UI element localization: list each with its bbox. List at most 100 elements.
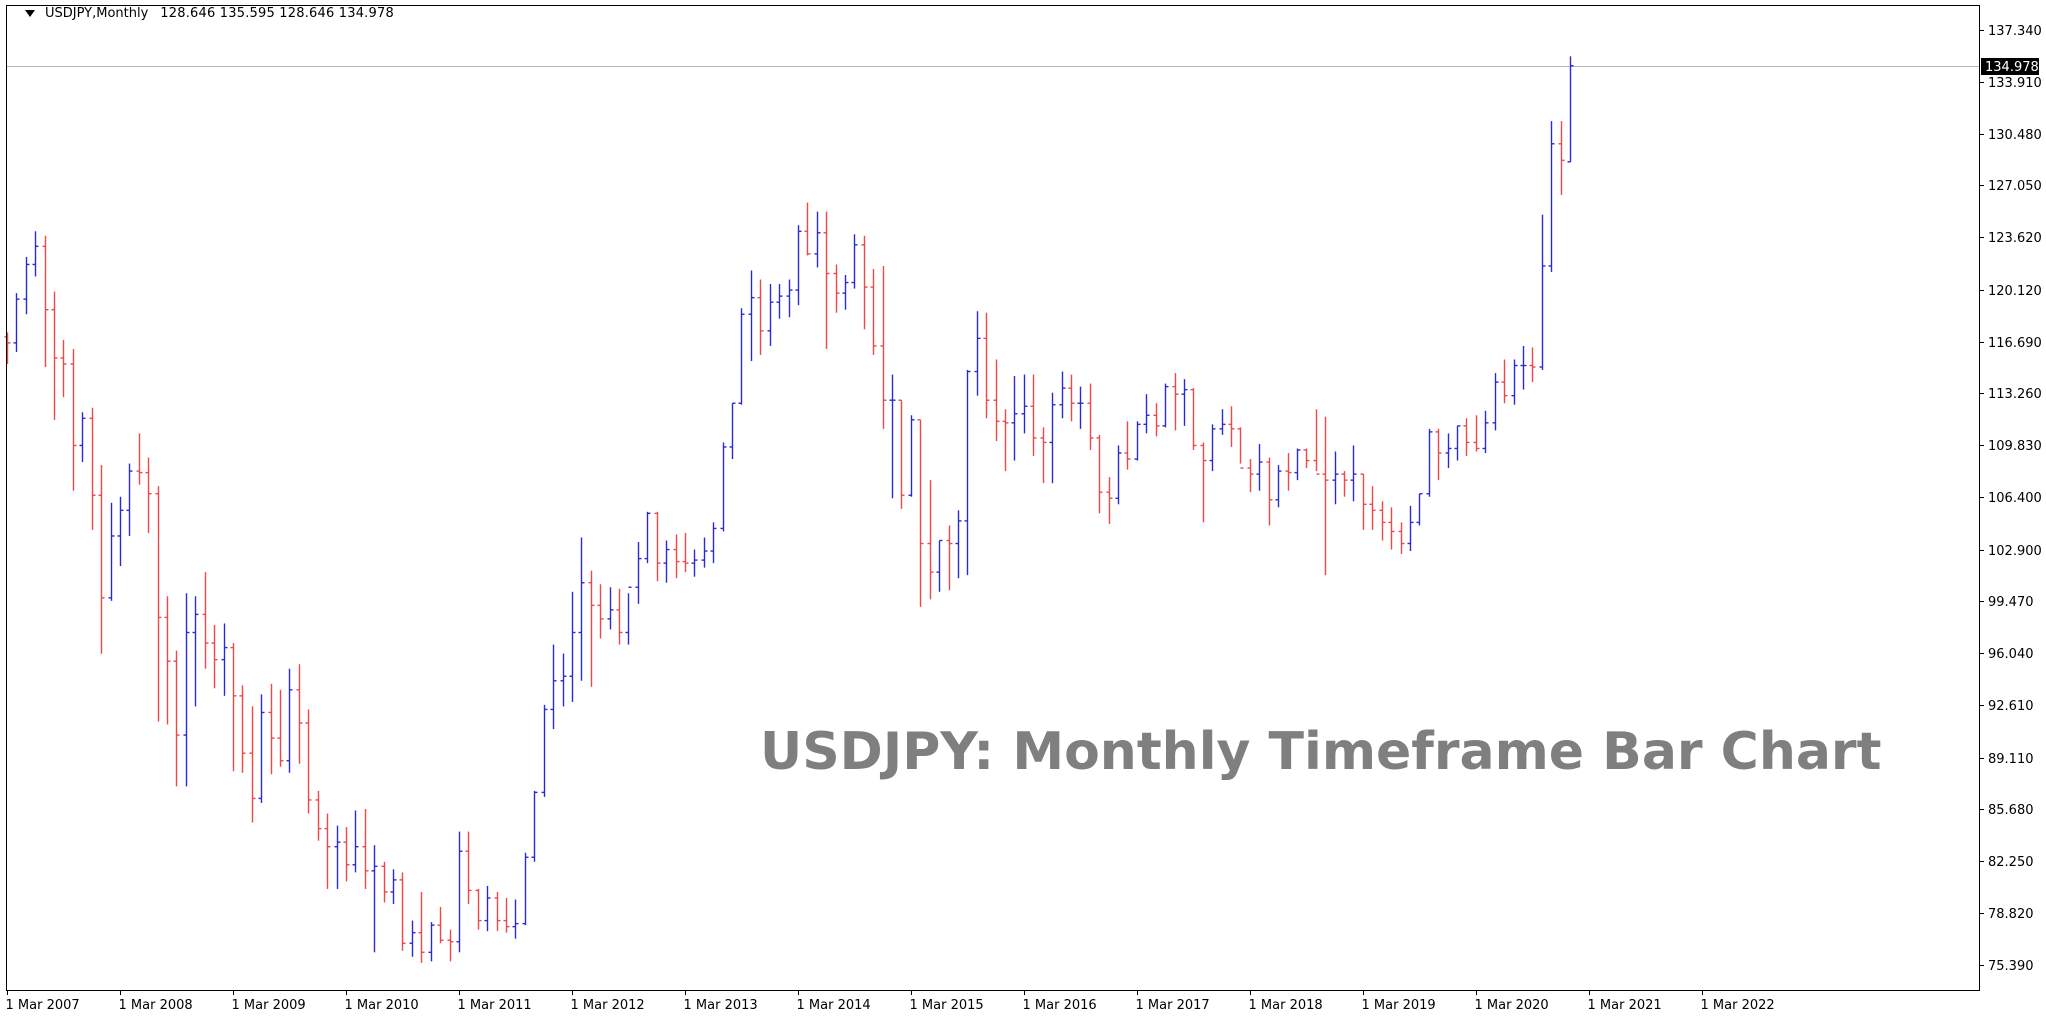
ohlc-bar	[475, 888, 482, 930]
ohlc-bar	[1181, 379, 1188, 426]
ohlc-bar	[456, 831, 463, 953]
date-tick-label: 1 Mar 2010	[345, 998, 419, 1013]
ohlc-bar	[729, 402, 736, 460]
ohlc-bar	[983, 312, 990, 419]
price-tick-label: 127.050	[1988, 179, 2042, 194]
ohlc-bar	[560, 653, 567, 707]
ohlc-bar	[1219, 409, 1226, 435]
ohlc-bar	[1172, 373, 1179, 431]
ohlc-bar	[1040, 427, 1047, 484]
price-tick-label: 96.040	[1988, 647, 2034, 662]
ohlc-bar	[1247, 459, 1254, 493]
date-tick-label: 1 Mar 2019	[1362, 998, 1436, 1013]
ohlc-bar	[1190, 388, 1197, 450]
ohlc-bar	[428, 922, 435, 962]
ohlc-bar	[1473, 415, 1480, 452]
ohlc-bar	[946, 525, 953, 591]
ohlc-bar	[757, 279, 764, 355]
ohlc-bar	[1266, 457, 1273, 526]
ohlc-bar	[60, 339, 67, 398]
ohlc-bar	[1322, 416, 1329, 576]
ohlc-bar	[1162, 383, 1169, 428]
ohlc-bar	[795, 225, 802, 306]
date-tick-label: 1 Mar 2021	[1588, 998, 1662, 1013]
axis-layer: 137.340 133.910 130.480 127.050 123.620 120.1…	[6, 5, 2042, 1013]
ohlc-bar	[908, 415, 915, 497]
ohlc-bar	[249, 706, 256, 823]
ohlc-bar	[889, 374, 896, 499]
ohlc-bar	[531, 790, 538, 862]
price-tick-label: 133.910	[1988, 76, 2042, 91]
ohlc-bar	[1049, 392, 1056, 484]
ohlc-bar	[315, 790, 322, 841]
ohlc-bar	[1021, 374, 1028, 434]
price-tick-label: 106.400	[1988, 491, 2042, 506]
ohlc-bar	[1529, 347, 1536, 383]
price-tick-label: 92.610	[1988, 699, 2034, 714]
ohlc-bar	[1285, 453, 1292, 491]
date-tick-label: 1 Mar 2014	[797, 998, 871, 1013]
ohlc-bar	[1369, 486, 1376, 530]
ohlc-bar	[1407, 505, 1414, 552]
ohlc-bar	[381, 861, 388, 903]
ohlc-bar	[738, 308, 745, 405]
ohlc-bar	[1294, 448, 1301, 481]
ohlc-bar	[569, 591, 576, 702]
ohlc-bar	[1398, 522, 1405, 555]
dropdown-arrow-icon[interactable]	[25, 10, 35, 17]
ohlc-bar	[494, 891, 501, 932]
price-tick-label: 130.480	[1988, 128, 2042, 143]
ohlc-bar	[1002, 409, 1009, 472]
ohlc-bar	[1011, 376, 1018, 461]
ohlc-bar	[974, 311, 981, 396]
ohlc-bar	[164, 596, 171, 725]
date-tick-label: 1 Mar 2011	[458, 998, 532, 1013]
ohlc-bar	[1435, 428, 1442, 481]
ohlc-bar	[578, 537, 585, 681]
ohlc-bar	[1341, 471, 1348, 497]
ohlc-bar	[964, 370, 971, 576]
ohlc-bar	[108, 502, 115, 601]
price-tick-label: 82.250	[1988, 855, 2034, 870]
ohlc-bar	[1228, 406, 1235, 447]
ohlc-bar	[230, 643, 237, 772]
ohlc-bar	[1360, 473, 1367, 530]
ohlc-bar	[1115, 445, 1122, 505]
date-tick-label: 1 Mar 2016	[1023, 998, 1097, 1013]
ohlc-bar	[155, 486, 162, 722]
ohlc-bar	[1096, 434, 1103, 514]
ohlc-bar	[334, 825, 341, 889]
ohlc-bar	[4, 332, 11, 365]
ohlc-bar	[484, 885, 491, 932]
symbol-timeframe-label: USDJPY,Monthly	[45, 6, 149, 21]
ohlc-bar	[371, 845, 378, 953]
ohlc-bar	[277, 689, 284, 767]
date-tick-label: 1 Mar 2020	[1475, 998, 1549, 1013]
ohlc-bar	[701, 537, 708, 568]
ohlc-bar	[1106, 477, 1113, 524]
ohlc-bar	[23, 256, 30, 315]
ohlc-bar	[1501, 359, 1508, 404]
ohlc-bar	[1275, 465, 1282, 508]
ohlc-bar	[625, 586, 632, 645]
ohlc-bar	[823, 211, 830, 349]
symbol-header[interactable]: USDJPY,Monthly 128.646 135.595 128.646 1…	[25, 6, 394, 21]
ohlc-bar	[541, 704, 548, 797]
ohlc-bar	[437, 907, 444, 944]
bars-layer	[4, 56, 1979, 963]
ohlc-bar	[1087, 383, 1094, 450]
date-tick-label: 1 Mar 2012	[571, 998, 645, 1013]
ohlc-bar	[663, 540, 670, 583]
ohlc-bar	[51, 291, 58, 420]
ohlc-bar	[211, 624, 218, 689]
ohlc-bar	[1511, 359, 1518, 405]
ohlc-bar	[390, 869, 397, 905]
ohlc-bar	[898, 399, 905, 509]
ohlc-bar	[597, 584, 604, 639]
ohlc-bar	[607, 587, 614, 630]
ohlc-bar	[503, 897, 510, 933]
ohlc-bar	[465, 831, 472, 905]
ohlc-bar	[1153, 403, 1160, 437]
